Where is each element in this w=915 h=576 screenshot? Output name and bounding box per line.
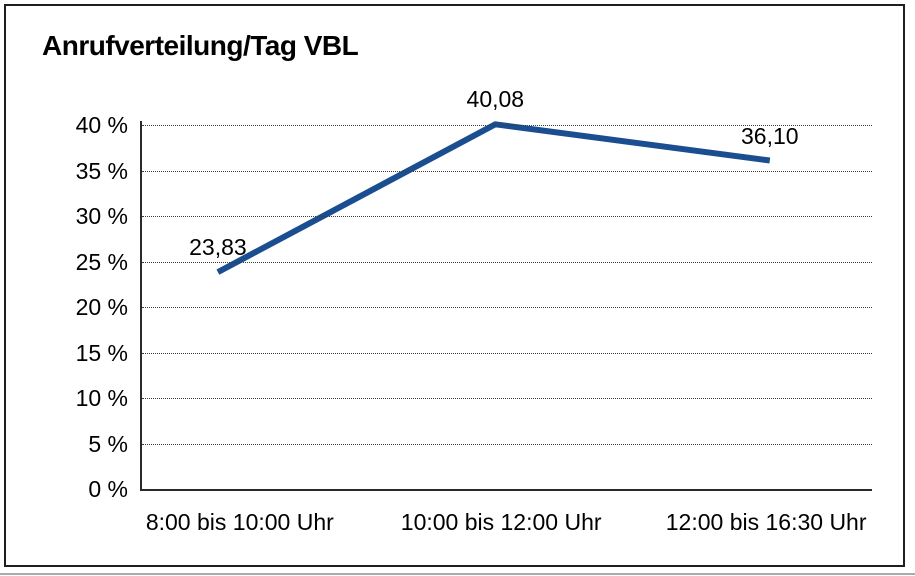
x-axis-line [140, 489, 872, 491]
x-tick-label: 10:00 bis 12:00 Uhr [400, 509, 602, 535]
y-tick-label: 20 % [75, 294, 128, 320]
data-label: 40,08 [466, 86, 525, 113]
y-tick-label: 40 % [75, 112, 128, 138]
y-axis-line [140, 121, 142, 490]
gridline-35pct [142, 170, 872, 172]
y-tick-label: 0 % [88, 476, 128, 502]
gridline-15pct [142, 352, 872, 354]
chart-title: Anrufverteilung/Tag VBL [42, 30, 359, 61]
plot-area: 0 % 5 % 10 % 15 % 20 % 25 % 30 % 35 % 40 % 8:00 b… [76, 86, 872, 535]
gridline-20pct [142, 307, 872, 308]
gridline-5pct [142, 443, 872, 445]
data-label: 23,83 [189, 234, 247, 261]
gridline-40pct [142, 125, 872, 126]
series-line [216, 121, 771, 275]
gridline-30pct [142, 216, 872, 217]
chart-frame: Anrufverteilung/Tag VBL 0 % 5 % 10 % 15 % 20… [4, 4, 905, 567]
y-tick-label: 5 % [88, 430, 128, 457]
x-tick-label: 12:00 bis 16:30 Uhr [665, 509, 867, 535]
x-tick-label: 8:00 bis 10:00 Uhr [145, 509, 334, 535]
gridline-25pct [142, 261, 872, 263]
y-tick-label: 15 % [75, 339, 128, 366]
line-chart-svg [216, 121, 771, 275]
gridline-10pct [142, 398, 872, 399]
y-tick-label: 35 % [75, 157, 128, 184]
y-tick-label: 25 % [75, 248, 128, 275]
data-label: 36,10 [741, 122, 799, 149]
page-bottom-rule [0, 573, 915, 575]
y-tick-label: 30 % [75, 203, 128, 229]
y-tick-label: 10 % [75, 385, 128, 411]
